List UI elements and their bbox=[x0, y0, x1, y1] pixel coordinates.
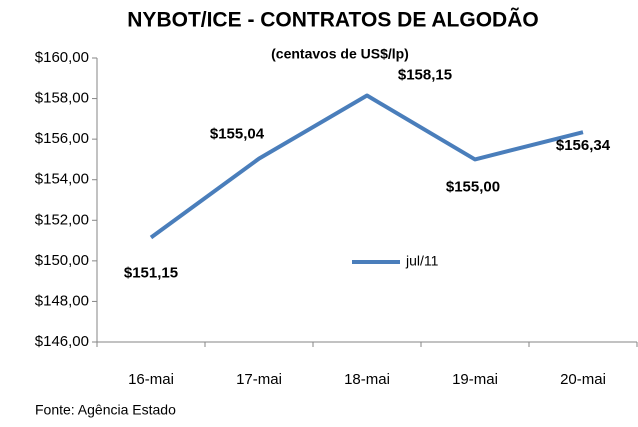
x-tick-label: 20-mai bbox=[560, 371, 606, 388]
y-tick-label: $146,00 bbox=[35, 333, 89, 350]
data-label: $151,15 bbox=[124, 264, 178, 281]
y-tick-label: $150,00 bbox=[35, 252, 89, 269]
legend-label: jul/11 bbox=[405, 253, 439, 269]
y-tick-label: $158,00 bbox=[35, 90, 89, 107]
x-tick-label: 18-mai bbox=[344, 371, 390, 388]
x-tick-label: 17-mai bbox=[236, 371, 282, 388]
series-line bbox=[149, 93, 584, 240]
y-tick-label: $148,00 bbox=[35, 292, 89, 309]
chart-subtitle: (centavos de US$/lp) bbox=[271, 46, 409, 62]
data-label: $158,15 bbox=[398, 66, 452, 83]
y-tick-label: $160,00 bbox=[35, 49, 89, 66]
y-tick-label: $154,00 bbox=[35, 171, 89, 188]
data-label: $155,04 bbox=[210, 126, 265, 143]
source-note: Fonte: Agência Estado bbox=[35, 402, 176, 418]
data-label: $156,34 bbox=[556, 137, 611, 154]
data-label: $155,00 bbox=[446, 178, 500, 195]
y-tick-label: $156,00 bbox=[35, 130, 89, 147]
x-tick-label: 19-mai bbox=[452, 371, 498, 388]
y-tick-label: $152,00 bbox=[35, 211, 89, 228]
x-tick-label: 16-mai bbox=[128, 371, 174, 388]
chart-title: NYBOT/ICE - CONTRATOS DE ALGODÃO bbox=[127, 9, 538, 32]
